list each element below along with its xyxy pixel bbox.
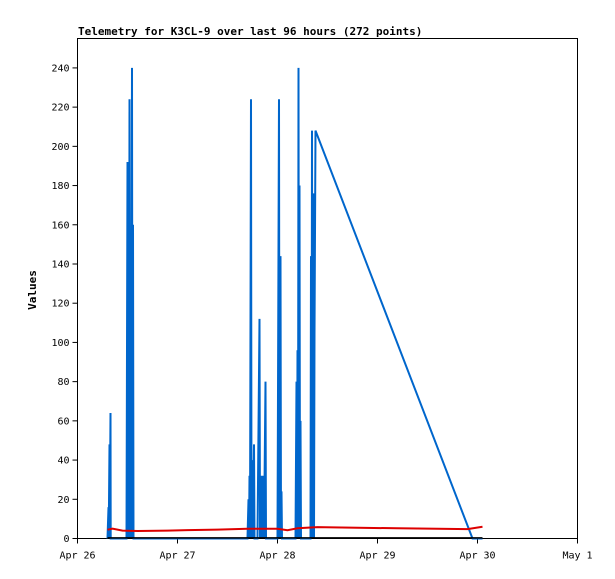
chart-title: Telemetry for K3CL-9 over last 96 hours … [78,25,422,38]
x-tick-label: Apr 30 [459,551,495,562]
y-tick-label: 80 [57,377,69,388]
y-tick-label: 100 [51,338,69,349]
series-line-2 [107,525,483,533]
y-tick-label: 60 [57,416,69,427]
y-tick-label: 20 [57,495,69,506]
y-tick-label: 0 [63,534,69,545]
x-tick-label: Apr 26 [59,551,95,562]
y-tick-label: 40 [57,456,69,467]
x-tick-label: Apr 27 [159,551,195,562]
y-tick-label: 220 [51,103,69,114]
y-tick-label: 200 [51,142,69,153]
x-tick-label: Apr 29 [359,551,395,562]
y-axis: 0 20 40 60 80 100 120 140 160 180 200 220 240 [51,63,78,545]
x-axis: Apr 26 Apr 27 Apr 28 Apr 29 Apr 30 May 1 [59,538,593,562]
y-axis-label: Values [26,270,39,310]
y-tick-label: 180 [51,181,69,192]
x-tick-label: Apr 28 [259,551,295,562]
plot-frame [77,38,578,539]
series-line-1 [106,67,483,540]
x-tick-label: May 1 [562,551,592,562]
y-tick-label: 140 [51,259,69,270]
y-tick-label: 160 [51,220,69,231]
y-tick-label: 120 [51,299,69,310]
y-tick-label: 240 [51,63,69,74]
series-layer [106,67,483,540]
